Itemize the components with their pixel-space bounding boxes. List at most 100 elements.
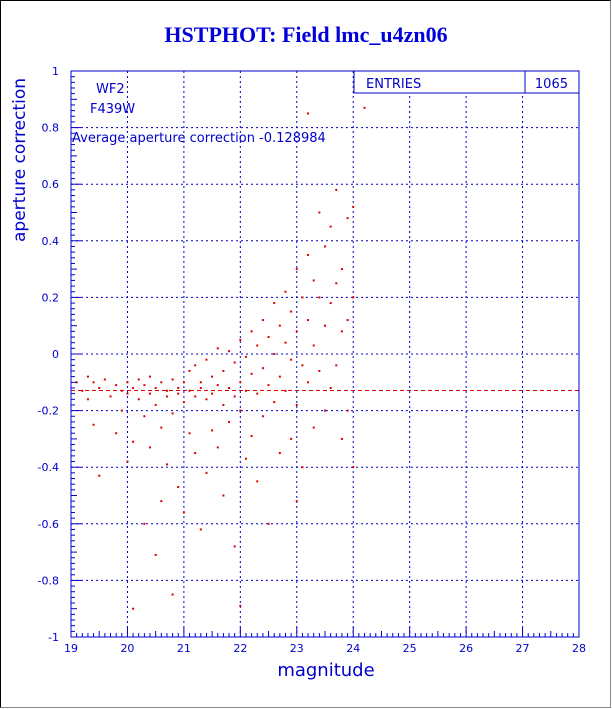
y-tick-label: -0.2 [38,405,59,418]
data-point [250,372,253,375]
data-point [284,341,287,344]
data-point [194,364,197,367]
data-point [346,217,349,220]
data-point [324,324,326,327]
y-tick-label: 0.8 [42,122,60,135]
y-tick-label: 0 [52,348,59,361]
x-axis-label: magnitude [277,660,374,681]
data-point [233,545,236,548]
data-point [182,511,185,514]
data-point [256,344,259,347]
data-point [171,378,174,381]
data-point [205,471,208,474]
data-point [228,386,231,389]
data-point [239,381,242,384]
y-tick-label: 0.6 [42,178,60,191]
data-point [233,361,236,364]
data-point [278,375,281,378]
data-point [244,355,247,358]
data-point [120,409,123,412]
data-point [324,245,326,248]
data-point [290,437,293,440]
data-point [267,384,270,387]
data-point [329,302,332,305]
data-point [239,604,242,607]
data-point [98,386,101,389]
x-tick-label: 28 [572,642,586,655]
data-point [340,268,343,271]
data-point [273,353,276,355]
data-point [318,296,321,299]
data-point [352,296,355,299]
data-point [244,389,247,392]
data-point [109,395,112,398]
y-tick-label: -0.6 [38,518,59,531]
data-point [216,446,219,449]
data-point [250,435,253,438]
data-point [261,415,264,418]
data-point [188,369,191,372]
data-point [222,403,225,406]
data-point [149,375,152,378]
data-point [81,389,84,392]
data-point [149,392,152,395]
stats-value: 1065 [535,77,568,92]
data-point [233,395,236,398]
data-point [154,403,157,406]
data-point [165,395,168,398]
data-point [222,369,225,372]
data-point [261,319,264,322]
data-point [261,367,264,370]
data-point [177,486,180,489]
data-point [126,460,129,463]
data-point [312,344,315,347]
data-point [132,386,135,389]
data-point [92,423,95,426]
data-point [182,401,185,404]
data-point [171,412,174,415]
data-point [267,522,270,525]
data-point [346,409,349,412]
data-point [160,381,163,384]
data-point [165,389,168,392]
x-tick-label: 25 [403,642,417,655]
data-point [171,593,174,596]
data-point [273,401,276,404]
data-point [92,381,95,384]
y-tick-label: 0.4 [42,235,60,248]
data-point [346,319,349,322]
data-point [312,426,315,429]
data-point [86,398,89,401]
data-point [165,463,168,466]
data-point [324,409,326,412]
y-tick-label: -1 [48,631,59,644]
x-tick-label: 19 [64,642,78,655]
data-point [307,381,310,384]
data-point [307,253,310,256]
data-point [205,358,208,361]
data-point [149,446,152,449]
data-point [154,553,157,556]
grid-lines [71,71,579,637]
data-point [301,466,304,469]
data-point [211,429,214,432]
chip-label: WF2 [96,82,125,97]
chart-title: HSTPHOT: Field lmc_u4zn06 [164,22,448,47]
data-point [103,378,106,381]
data-point [335,282,338,285]
data-point [143,384,146,387]
data-point [216,347,219,350]
data-point [222,494,225,497]
data-point [318,369,321,372]
data-point [284,290,287,293]
data-point [239,409,242,412]
data-point [194,395,197,398]
data-point [329,225,332,228]
data-point [199,381,202,384]
data-point [216,384,219,387]
data-point [143,415,146,418]
data-point [154,386,157,389]
data-point [295,268,298,271]
